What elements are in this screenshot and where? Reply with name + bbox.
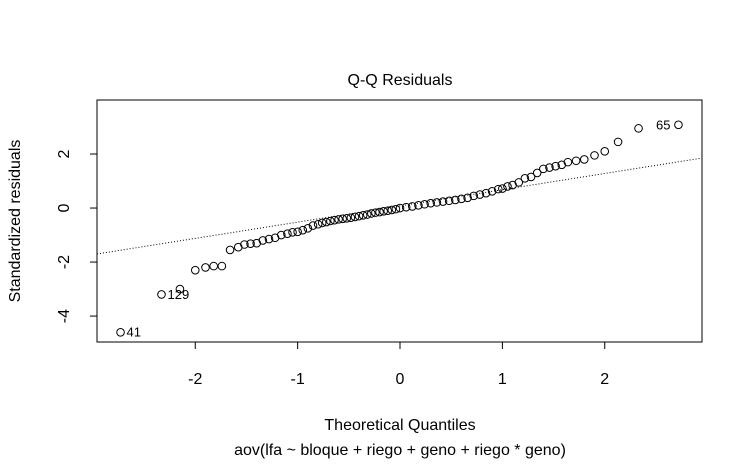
point <box>498 184 507 193</box>
point <box>258 236 268 245</box>
point <box>395 203 405 213</box>
point <box>383 206 393 216</box>
point <box>432 198 442 207</box>
point <box>481 188 491 198</box>
point <box>407 202 417 211</box>
point <box>264 234 274 244</box>
point <box>330 215 339 225</box>
point <box>276 230 286 240</box>
point <box>571 156 581 166</box>
point <box>379 206 388 216</box>
point <box>438 197 448 206</box>
point <box>469 191 479 201</box>
point <box>201 263 210 272</box>
point <box>367 209 376 218</box>
point <box>157 290 166 299</box>
plot-box <box>96 99 703 343</box>
point <box>303 223 313 233</box>
point <box>313 219 323 229</box>
point <box>444 196 454 206</box>
point <box>401 202 411 212</box>
y-tick-label: -2 <box>56 255 73 269</box>
subtitle: aov(lfa ~ bloque + riego + geno + riego … <box>234 442 566 459</box>
point <box>298 225 308 235</box>
point <box>391 204 401 214</box>
point <box>288 228 297 237</box>
x-tick-label: 1 <box>498 371 507 388</box>
point <box>539 164 548 174</box>
point <box>450 195 460 205</box>
point <box>387 205 397 215</box>
x-tick-label: -1 <box>291 371 305 388</box>
point-label: 41 <box>127 325 141 340</box>
point <box>217 261 227 271</box>
point <box>414 201 423 210</box>
point <box>520 174 530 183</box>
x-tick-label: -2 <box>188 371 202 388</box>
point <box>190 265 200 275</box>
point <box>493 184 503 194</box>
point <box>283 229 292 238</box>
point <box>209 261 219 271</box>
point <box>246 239 255 248</box>
x-axis-label: Theoretical Quantiles <box>324 417 475 434</box>
y-axis-label: Standardized residuals <box>7 140 24 303</box>
point <box>551 161 560 171</box>
point <box>293 227 302 237</box>
point <box>487 186 497 196</box>
reference-line <box>97 157 702 255</box>
point <box>354 211 364 221</box>
point <box>175 284 185 294</box>
point <box>346 213 356 223</box>
y-tick-label: 0 <box>56 203 73 212</box>
point <box>322 217 331 227</box>
point <box>463 193 472 203</box>
point-label: 65 <box>656 117 670 132</box>
point <box>514 178 524 187</box>
point <box>532 168 542 178</box>
point <box>545 163 554 172</box>
point <box>326 216 335 226</box>
point <box>338 214 347 224</box>
point <box>579 155 589 164</box>
point <box>426 198 436 208</box>
point-label: 129 <box>167 287 189 302</box>
point <box>674 120 683 130</box>
point <box>334 215 343 224</box>
point <box>457 194 466 204</box>
point <box>317 218 327 228</box>
point <box>240 240 249 249</box>
point <box>225 245 235 255</box>
point <box>503 182 512 191</box>
point <box>420 199 429 209</box>
point <box>475 190 485 199</box>
point <box>526 172 536 182</box>
point <box>600 147 610 156</box>
point <box>634 124 643 133</box>
point <box>116 327 125 337</box>
point <box>308 221 318 230</box>
x-tick-label: 2 <box>600 371 609 388</box>
point <box>371 208 380 217</box>
point <box>358 211 368 220</box>
point <box>350 212 360 222</box>
point <box>590 151 599 160</box>
chart-title: Q-Q Residuals <box>348 72 453 89</box>
y-tick-label: -4 <box>56 309 73 323</box>
point <box>375 207 384 217</box>
point <box>613 137 623 147</box>
point <box>342 213 352 223</box>
point <box>563 157 573 167</box>
y-tick-label: 2 <box>56 149 73 158</box>
x-tick-label: 0 <box>396 371 405 388</box>
point <box>362 210 372 219</box>
